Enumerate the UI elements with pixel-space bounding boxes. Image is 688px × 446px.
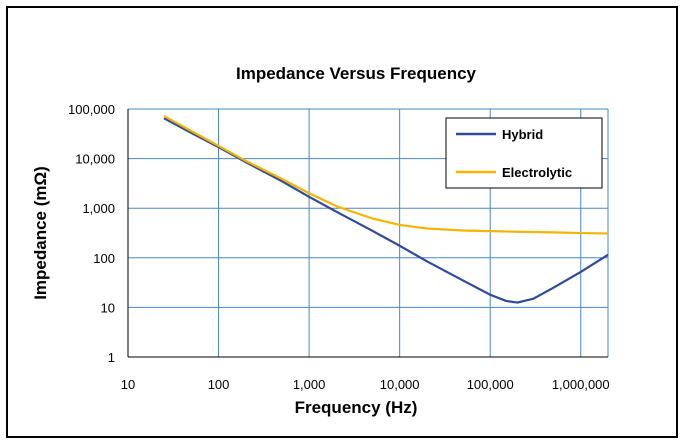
x-tick-label: 1,000 (293, 377, 326, 392)
legend: Hybrid Electrolytic (445, 117, 603, 189)
series-layer (163, 115, 609, 304)
impedance-chart: Impedance Versus Frequency 10 100 1,000 10,… (31, 64, 610, 417)
x-tick-label: 10 (121, 377, 135, 392)
chart-title: Impedance Versus Frequency (236, 64, 477, 83)
x-tick-label: 10,000 (380, 377, 420, 392)
legend-label-electrolytic: Electrolytic (502, 165, 572, 180)
x-axis-title: Frequency (Hz) (295, 398, 418, 417)
x-tick-label: 1,000,000 (552, 377, 610, 392)
legend-box (445, 117, 603, 189)
x-tick-label: 100 (208, 377, 230, 392)
series-line-electrolytic (163, 115, 609, 235)
y-tick-label: 100 (93, 251, 115, 266)
y-tick-label: 100,000 (68, 102, 115, 117)
y-tick-label: 1,000 (82, 201, 115, 216)
y-tick-label: 10 (101, 300, 115, 315)
x-tick-label: 100,000 (467, 377, 514, 392)
tick-labels: 10 100 1,000 10,000 100,000 1,000,000 1 10 100 1,… (68, 102, 610, 392)
legend-label-hybrid: Hybrid (502, 127, 543, 142)
y-tick-label: 1 (108, 350, 115, 365)
y-axis-title: Impedance (mΩ) (31, 166, 50, 300)
y-tick-label: 10,000 (75, 152, 115, 167)
chart-frame: Impedance Versus Frequency 10 100 1,000 10,… (6, 6, 678, 438)
